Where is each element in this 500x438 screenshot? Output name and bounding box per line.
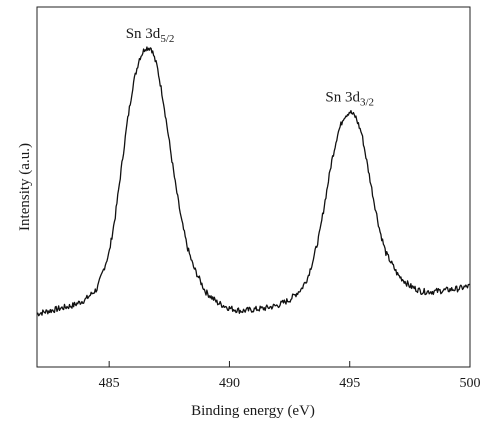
x-tick-label: 490 [219,376,240,391]
x-tick-label: 500 [460,376,481,391]
peak-label: Sn 3d5/2 [126,26,175,45]
x-axis-ticks: 485 490 495 500 [99,361,481,391]
x-tick-label: 485 [99,376,120,391]
x-axis-label: Binding energy (eV) [191,403,315,419]
spectrum-line [36,46,471,317]
x-tick-label: 495 [339,376,360,391]
peak-annotations: Sn 3d5/2 Sn 3d3/2 [126,26,374,109]
plot-frame [36,6,471,368]
peak-label: Sn 3d3/2 [325,89,374,108]
y-axis-label: Intensity (a.u.) [17,143,33,231]
